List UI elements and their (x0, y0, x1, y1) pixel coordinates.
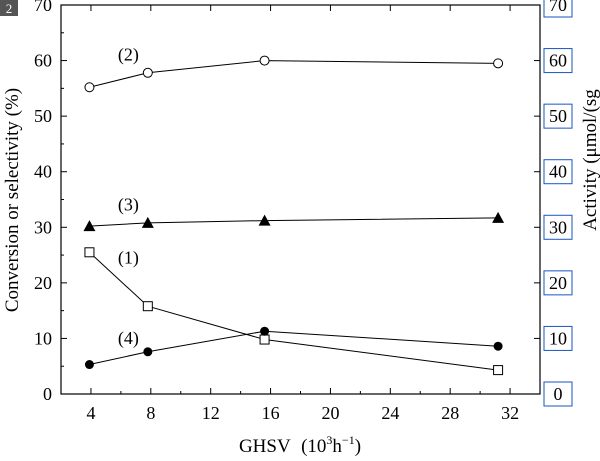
y-tick-label: 70 (34, 0, 52, 15)
y-tick-label: 20 (34, 273, 52, 293)
x-tick-label: 32 (501, 403, 519, 423)
y-tick-label: 30 (34, 217, 52, 237)
y-axis-ticks: 0 10 20 30 40 50 60 70 (34, 0, 67, 404)
right-tick-box (543, 48, 573, 74)
right-tick-label: 30 (549, 217, 567, 237)
right-tick-label: 20 (549, 273, 567, 293)
data-point-triangle (141, 216, 154, 228)
x-tick-label: 24 (381, 403, 399, 423)
panel-tag: 2 (6, 1, 13, 16)
x-tick-label: 12 (202, 403, 220, 423)
data-point-square (259, 334, 270, 345)
data-point-filled-circle (260, 326, 270, 336)
series-tags: (1) (2) (3) (4) (118, 45, 139, 349)
data-point-open-circle (259, 55, 270, 66)
y-axis-title: Conversion or selectivity (%) (2, 88, 23, 312)
data-point-triangle (83, 220, 96, 232)
y-tick-label: 60 (34, 51, 52, 71)
x-axis-title-unit-mid: h (332, 436, 342, 457)
right-tick-label: 50 (549, 106, 567, 126)
x-axis-title-unit-base: (10 (301, 436, 326, 457)
right-tick-box (543, 159, 573, 185)
data-point-triangle (492, 211, 505, 223)
y-tick-label: 10 (34, 328, 52, 348)
y-tick-label: 40 (34, 162, 52, 182)
series-tag-label: (2) (118, 45, 139, 66)
data-point-square (84, 247, 95, 258)
x-axis-title: GHSV (103h−1) (239, 433, 361, 457)
right-tick-box (543, 103, 573, 129)
right-tick-label: 40 (549, 162, 567, 182)
series-line (89, 60, 499, 88)
right-tick-box (543, 270, 573, 296)
right-tick-box (543, 0, 573, 18)
data-point-open-circle (84, 82, 95, 93)
data-point-open-circle (493, 58, 504, 69)
series-tag-label: (4) (118, 328, 139, 349)
right-tick-label: 60 (549, 51, 567, 71)
x-axis-title-unit-exp: 3 (326, 433, 332, 447)
right-tick-label: 10 (549, 328, 567, 348)
data-point-filled-circle (84, 360, 94, 370)
right-axis-ticks: 0 10 20 30 40 50 60 70 (534, 0, 573, 407)
right-tick-box (543, 381, 573, 407)
x-tick-label: 16 (262, 403, 280, 423)
data-point-filled-circle (493, 341, 503, 351)
x-tick-label: 4 (86, 403, 95, 423)
right-tick-box (543, 325, 573, 351)
series-line (89, 330, 499, 366)
series-tag-label: (3) (118, 195, 139, 216)
x-tick-label: 8 (146, 403, 155, 423)
x-tick-label: 28 (441, 403, 459, 423)
series-line (89, 217, 499, 227)
right-tick-label: 0 (554, 384, 563, 404)
right-tick-box (543, 214, 573, 240)
x-axis-title-name: GHSV (239, 436, 291, 457)
series-line (89, 251, 499, 371)
data-point-triangle (258, 214, 271, 226)
right-tick-label: 70 (549, 0, 567, 15)
right-axis-title: Activity (μmol/(sg (580, 89, 600, 231)
series-layer (83, 55, 505, 376)
panel-tag-box (0, 0, 18, 16)
series-tag-label: (1) (118, 247, 139, 268)
y-tick-label: 0 (43, 384, 52, 404)
data-point-open-circle (142, 67, 153, 78)
data-point-square (493, 365, 504, 376)
x-axis-ticks: 4 8 12 16 20 24 28 32 (86, 5, 519, 423)
x-axis-title-unit-exp2: −1 (342, 433, 355, 447)
data-point-filled-circle (143, 347, 153, 357)
data-point-square (142, 301, 153, 312)
x-axis-title-unit-end: ) (355, 436, 361, 457)
y-tick-label: 50 (34, 106, 52, 126)
x-tick-label: 20 (321, 403, 339, 423)
